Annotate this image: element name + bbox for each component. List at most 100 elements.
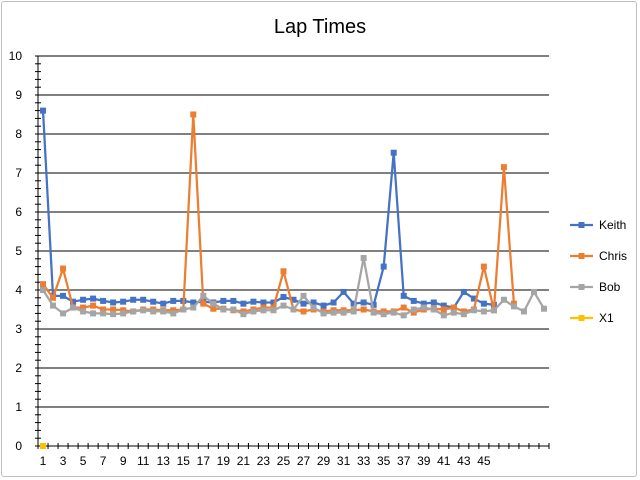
data-point: [410, 309, 417, 316]
data-point: [170, 310, 177, 317]
x-tick-label: 3: [60, 454, 67, 468]
data-point: [470, 307, 477, 314]
data-point: [270, 307, 277, 314]
data-point: [370, 301, 377, 308]
data-point: [370, 309, 377, 316]
legend-swatch-marker: [578, 253, 585, 259]
data-point: [520, 308, 527, 315]
y-tick-label: 3: [15, 322, 22, 336]
data-point: [440, 306, 447, 313]
data-point: [380, 263, 387, 270]
data-point: [240, 311, 247, 318]
data-point: [320, 302, 327, 309]
data-point: [330, 309, 337, 316]
data-point: [40, 107, 47, 114]
data-point: [270, 299, 277, 306]
legend-swatch-marker: [578, 222, 585, 228]
x-tick-label: 23: [257, 454, 271, 468]
x-tick-label: 33: [357, 454, 371, 468]
data-point: [60, 310, 67, 317]
x-tick-label: 5: [80, 454, 87, 468]
x-tick-label: 27: [297, 454, 311, 468]
data-point: [360, 306, 367, 313]
data-point: [100, 306, 107, 313]
data-point: [80, 296, 87, 303]
data-point: [410, 306, 417, 313]
data-point: [180, 306, 187, 313]
x-tick-label: 31: [337, 454, 351, 468]
data-point: [300, 308, 307, 315]
data-point: [330, 299, 337, 306]
data-point: [480, 308, 487, 315]
data-point: [480, 300, 487, 307]
data-point: [350, 300, 357, 307]
data-point: [320, 310, 327, 317]
data-point: [260, 307, 267, 314]
x-tick-label: 7: [100, 454, 107, 468]
data-point: [160, 308, 167, 315]
data-point: [250, 308, 257, 315]
series-line: [42, 113, 516, 314]
data-point: [380, 311, 387, 318]
data-point: [70, 304, 77, 311]
data-point: [40, 287, 47, 293]
data-point: [290, 306, 297, 313]
x-tick-label: 25: [277, 454, 291, 468]
data-point: [90, 310, 97, 317]
data-point: [100, 310, 107, 317]
legend-label: Chris: [599, 249, 627, 263]
data-point: [120, 310, 127, 317]
data-point: [160, 300, 167, 307]
data-point: [80, 308, 87, 315]
legend-item-bob: Bob: [570, 280, 621, 294]
legend-item-keith: Keith: [570, 218, 626, 232]
x-tick-label: 9: [120, 454, 127, 468]
data-point: [390, 149, 397, 156]
y-tick-label: 10: [9, 49, 23, 63]
data-point: [110, 311, 117, 318]
legend-label: X1: [599, 311, 614, 325]
y-tick-label: 2: [15, 361, 22, 375]
series-line: [41, 110, 495, 309]
data-point: [260, 299, 267, 306]
data-point: [290, 296, 297, 303]
data-point: [150, 308, 157, 315]
y-tick-label: 1: [15, 400, 22, 414]
legend-item-chris: Chris: [570, 249, 627, 263]
data-point: [300, 292, 307, 299]
y-tick-label: 6: [15, 205, 22, 219]
data-point: [280, 268, 287, 275]
data-point: [250, 298, 257, 305]
data-point: [140, 296, 147, 303]
x-tick-label: 41: [437, 454, 451, 468]
data-point: [310, 304, 317, 311]
y-tick-label: 8: [15, 127, 22, 141]
y-tick-label: 5: [15, 244, 22, 258]
data-point: [400, 304, 407, 311]
data-point: [440, 312, 447, 319]
data-point: [100, 297, 107, 304]
data-point: [230, 297, 237, 304]
chart-title: Lap Times: [274, 16, 366, 38]
data-point: [460, 311, 467, 318]
legend-item-x1: X1: [570, 311, 614, 325]
data-point: [510, 303, 517, 310]
legend-swatch-marker: [578, 284, 585, 290]
data-point: [130, 308, 137, 315]
data-point: [200, 292, 207, 299]
legend-swatch-marker: [578, 315, 585, 321]
x-tick-label: 11: [137, 454, 150, 468]
data-point: [190, 299, 197, 306]
data-point: [50, 302, 57, 309]
data-point: [400, 292, 407, 299]
y-tick-label: 7: [15, 166, 22, 180]
data-point: [190, 111, 197, 118]
axes: [35, 55, 550, 449]
data-point: [40, 281, 47, 288]
data-point: [40, 443, 47, 449]
data-point: [530, 288, 537, 295]
x-tick-label: 15: [177, 454, 191, 468]
series-chris: [40, 111, 517, 316]
data-point: [480, 263, 487, 270]
data-point: [430, 306, 437, 313]
